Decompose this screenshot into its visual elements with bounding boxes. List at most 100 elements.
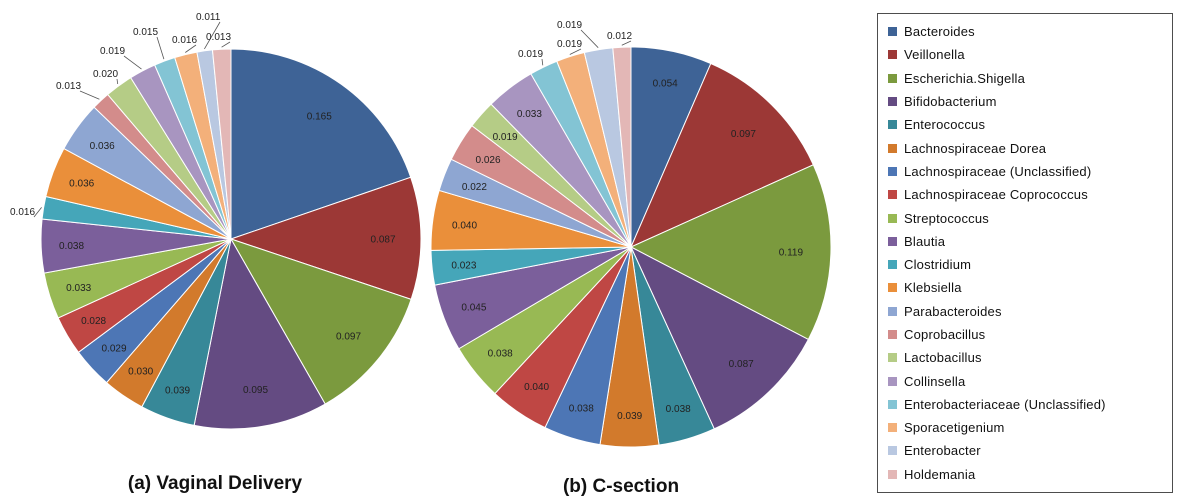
slice-value-label: 0.019 [557, 39, 582, 50]
legend-label: Lachnospiraceae Dorea [904, 140, 1047, 156]
slice-value-label: 0.019 [493, 132, 518, 143]
legend-item: Veillonella [888, 43, 1172, 66]
pie-slice-escherichia-shigella [229, 238, 412, 405]
slice-value-label: 0.036 [90, 141, 115, 152]
legend-swatch [888, 469, 897, 479]
slice-value-label: 0.028 [81, 316, 106, 327]
slice-value-label: 0.040 [452, 220, 477, 231]
legend-label: Escherichia.Shigella [904, 70, 1026, 86]
legend-label: Sporacetigenium [904, 420, 1005, 436]
slice-value-label: 0.097 [336, 332, 361, 343]
legend-label: Streptococcus [904, 210, 989, 226]
leader-line [33, 207, 42, 218]
legend-swatch [888, 446, 897, 456]
legend-swatch [888, 73, 897, 83]
legend-label: Bacteroides [904, 24, 975, 40]
slice-value-label: 0.022 [462, 182, 487, 193]
legend-swatch [888, 190, 897, 200]
legend-label: Enterobacter [904, 443, 981, 459]
slice-value-label: 0.038 [666, 404, 691, 415]
legend-item: Clostridium [888, 253, 1172, 276]
pie-slice-veillonella [229, 176, 422, 300]
slice-value-label: 0.054 [653, 79, 678, 90]
leader-line [123, 55, 142, 70]
legend-item: Lachnospiraceae Coprococcus [888, 183, 1172, 206]
legend-swatch [888, 306, 897, 316]
slice-value-label: 0.019 [518, 49, 543, 60]
legend-swatch [888, 353, 897, 363]
legend-item: Streptococcus [888, 206, 1172, 229]
pie-slice-bifidobacterium [629, 245, 810, 430]
legend-item: Sporacetigenium [888, 416, 1172, 439]
pie-slice-bacteroides [230, 48, 412, 240]
legend-swatch [888, 236, 897, 246]
legend-label: Veillonella [904, 47, 965, 63]
legend-label: Enterobacteriaceae (Unclassified) [904, 396, 1106, 412]
legend-swatch [888, 330, 897, 339]
legend-item: Lachnospiraceae (Unclassified) [888, 160, 1172, 183]
slice-value-label: 0.012 [607, 31, 632, 42]
legend: Bacteroides Veillonella Escherichia.Shigel… [877, 13, 1173, 493]
slice-value-label: 0.020 [93, 69, 118, 80]
legend-label: Lactobacillus [904, 350, 982, 366]
slice-value-label: 0.165 [307, 111, 332, 122]
leader-line [569, 48, 582, 55]
slice-value-label: 0.038 [59, 241, 84, 252]
legend-label: Blautia [904, 233, 946, 249]
legend-item: Blautia [888, 230, 1172, 253]
legend-label: Holdemania [904, 466, 976, 482]
slice-value-label: 0.019 [557, 20, 582, 31]
slice-value-label: 0.013 [206, 32, 231, 43]
leader-line [580, 29, 599, 48]
legend-label: Coprobacillus [904, 327, 986, 342]
slice-value-label: 0.097 [731, 129, 756, 140]
slice-value-label: 0.039 [617, 411, 642, 422]
legend-swatch [888, 27, 897, 37]
legend-swatch [888, 97, 897, 107]
pie-chart-vaginal-delivery: 0.165 0.087 0.097 0.095 0.039 0.030 0.029 0.028… [10, 12, 422, 430]
slice-value-label: 0.087 [370, 234, 395, 245]
legend-item: Collinsella [888, 369, 1172, 392]
slice-value-label: 0.019 [100, 46, 125, 57]
legend-item: Coprobacillus [888, 323, 1172, 346]
leader-line [116, 78, 119, 85]
legend-swatch [888, 50, 897, 60]
leader-line [185, 44, 197, 53]
slice-value-label: 0.023 [451, 261, 476, 272]
legend-swatch [888, 120, 897, 130]
leader-line [79, 90, 100, 100]
slice-value-label: 0.038 [488, 348, 513, 359]
legend-item: Enterobacter [888, 439, 1172, 462]
chart-title-vaginal-delivery: (a) Vaginal Delivery [128, 473, 303, 494]
chart-title-c-section: (b) C-section [563, 476, 679, 497]
legend-item: Enterobacteriaceae (Unclassified) [888, 393, 1172, 416]
leader-line [541, 58, 544, 66]
legend-item: Parabacteroides [888, 300, 1172, 323]
leader-line [621, 40, 632, 46]
legend-item: Enterococcus [888, 113, 1172, 136]
slice-value-label: 0.013 [56, 81, 81, 92]
slice-value-label: 0.016 [10, 207, 35, 218]
slice-value-label: 0.038 [569, 404, 594, 415]
leader-line [221, 41, 231, 48]
slice-value-label: 0.033 [66, 283, 91, 294]
pie-charts-canvas: 0.165 0.087 0.097 0.095 0.039 0.030 0.029 0.028… [10, 12, 832, 497]
legend-swatch [888, 213, 897, 223]
legend-label: Lachnospiraceae (Unclassified) [904, 163, 1092, 179]
pie-slice-veillonella [630, 62, 814, 248]
slice-value-label: 0.087 [729, 359, 754, 370]
pie-slice-bifidobacterium [193, 237, 326, 430]
slice-value-label: 0.036 [69, 179, 94, 190]
legend-label: Collinsella [904, 373, 966, 389]
legend-item: Lachnospiraceae Dorea [888, 136, 1172, 159]
legend-item: Escherichia.Shigella [888, 67, 1172, 90]
slice-value-label: 0.015 [133, 27, 158, 38]
legend-swatch [888, 166, 897, 176]
slice-value-label: 0.040 [524, 382, 549, 393]
legend-label: Enterococcus [904, 117, 986, 133]
legend-label: Lachnospiraceae Coprococcus [904, 187, 1088, 203]
legend-label: Bifidobacterium [904, 94, 997, 110]
slice-value-label: 0.039 [165, 385, 190, 396]
leader-line [156, 36, 165, 60]
legend-swatch [888, 376, 897, 386]
